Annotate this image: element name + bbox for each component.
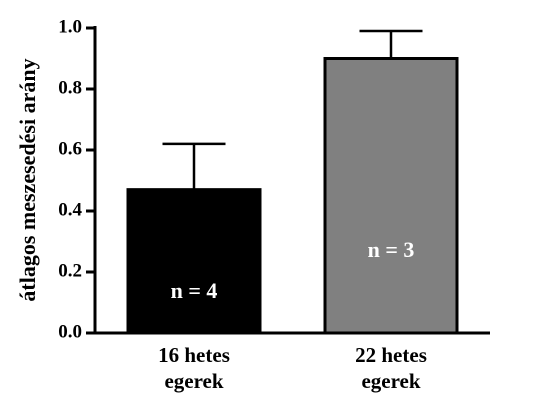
- bar-annotation: n = 4: [171, 278, 218, 303]
- y-tick-label: 0.8: [58, 77, 82, 98]
- y-tick-label: 0.6: [58, 138, 82, 159]
- y-tick-label: 0.2: [58, 260, 82, 281]
- x-tick-label: 22 hetes egerek: [355, 343, 427, 393]
- bar: [323, 57, 459, 335]
- x-tick-label: 16 hetes egerek: [158, 343, 230, 393]
- y-tick-label: 0.4: [58, 199, 82, 220]
- bar: [126, 188, 262, 335]
- y-tick-label: 0.0: [58, 321, 82, 342]
- y-tick-label: 1.0: [58, 16, 82, 37]
- bar-annotation: n = 3: [368, 237, 415, 262]
- y-axis-label: átlagos meszesedési arány: [15, 58, 40, 301]
